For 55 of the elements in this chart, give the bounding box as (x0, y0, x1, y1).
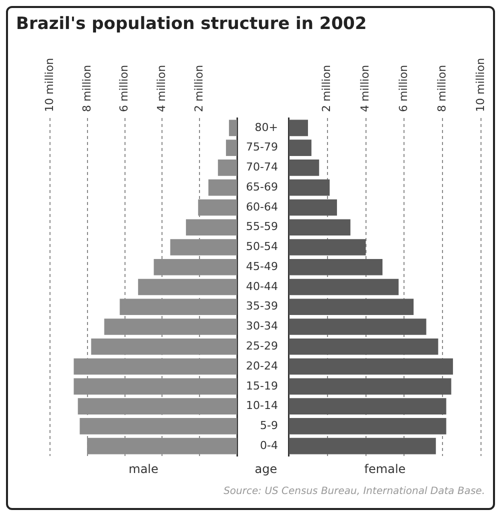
y-tick-label: 20-24 (246, 359, 278, 372)
y-tick-label: 25-29 (246, 340, 278, 353)
y-tick-label: 55-59 (246, 220, 278, 234)
x-tick-label: 6 million (118, 64, 131, 112)
y-axis-title: age (254, 462, 278, 476)
bar (208, 179, 237, 196)
bar (226, 140, 237, 156)
x-axis-title: female (364, 462, 406, 476)
bar (218, 160, 237, 176)
x-axis-title: male (128, 462, 158, 476)
bar (288, 278, 399, 296)
bar (288, 140, 312, 156)
bar (288, 239, 366, 256)
y-tick-label: 50-54 (246, 240, 278, 254)
y-tick-label: 15-19 (246, 379, 278, 392)
chart-title: Brazil's population structure in 2002 (16, 14, 367, 34)
bar (288, 418, 446, 434)
x-tick-label: 2 million (320, 64, 334, 112)
y-tick-label: 10-14 (246, 399, 278, 412)
bar (288, 378, 452, 395)
x-tick-label: 6 million (397, 64, 410, 112)
x-tick-label: 8 million (80, 64, 94, 112)
x-tick-label: 8 million (435, 64, 448, 112)
y-tick-label: 45-49 (246, 260, 278, 273)
bar (288, 358, 453, 375)
bar (288, 160, 320, 176)
bar (288, 438, 436, 454)
y-tick-label: 65-69 (246, 180, 278, 194)
y-tick-label: 75-79 (246, 140, 278, 154)
bar (288, 179, 330, 196)
y-tick-label: 0-4 (260, 438, 278, 452)
x-tick-label: 10 million (474, 58, 487, 112)
bar (288, 298, 414, 316)
bar (138, 278, 237, 296)
bar (288, 258, 382, 276)
source-note: Source: US Census Bureau, International Data Base. (224, 486, 485, 497)
x-tick-label: 2 million (192, 64, 206, 112)
y-tick-label: 5-9 (260, 419, 278, 432)
bar (288, 120, 308, 136)
bar (228, 120, 237, 136)
x-tick-label: 10 million (42, 58, 56, 112)
bar (288, 318, 426, 335)
bar (288, 338, 438, 355)
y-tick-label: 60-64 (246, 200, 278, 214)
y-tick-label: 70-74 (246, 160, 278, 174)
x-tick-label: 4 million (358, 64, 372, 112)
x-tick-label: 4 million (155, 64, 168, 112)
y-tick-label: 30-34 (246, 320, 278, 333)
y-tick-label: 35-39 (246, 300, 278, 313)
y-tick-label: 40-44 (246, 280, 278, 293)
bar (288, 398, 446, 414)
bar (186, 219, 237, 236)
y-tick-label: 80+ (254, 120, 278, 134)
bar (288, 199, 337, 216)
bar (288, 219, 350, 236)
